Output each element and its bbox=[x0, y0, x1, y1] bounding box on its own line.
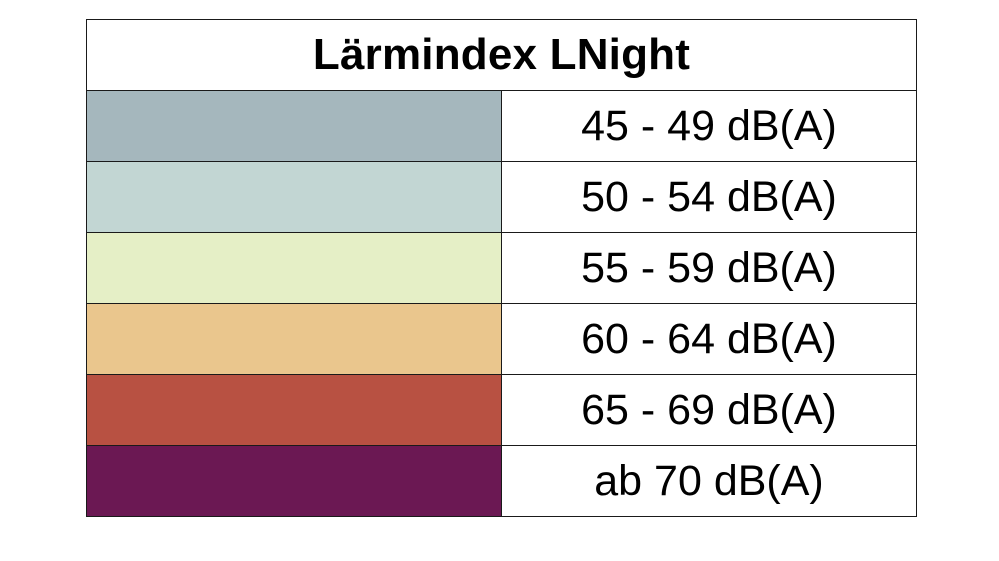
color-swatch bbox=[86, 303, 502, 375]
legend-row: ab 70 dB(A) bbox=[86, 445, 917, 517]
legend-row: 65 - 69 dB(A) bbox=[86, 374, 917, 446]
legend-row-label: 45 - 49 dB(A) bbox=[501, 90, 917, 162]
legend-row: 45 - 49 dB(A) bbox=[86, 90, 917, 162]
color-swatch bbox=[86, 445, 502, 517]
legend-row: 55 - 59 dB(A) bbox=[86, 232, 917, 304]
legend-row-label: 65 - 69 dB(A) bbox=[501, 374, 917, 446]
legend-row-label: 60 - 64 dB(A) bbox=[501, 303, 917, 375]
legend-header-row: Lärmindex LNight bbox=[86, 19, 917, 91]
legend-row-label: 50 - 54 dB(A) bbox=[501, 161, 917, 233]
legend-row: 50 - 54 dB(A) bbox=[86, 161, 917, 233]
color-swatch bbox=[86, 232, 502, 304]
legend-row-label: 55 - 59 dB(A) bbox=[501, 232, 917, 304]
legend-row: 60 - 64 dB(A) bbox=[86, 303, 917, 375]
color-swatch bbox=[86, 161, 502, 233]
color-swatch bbox=[86, 374, 502, 446]
legend-row-label: ab 70 dB(A) bbox=[501, 445, 917, 517]
color-swatch bbox=[86, 90, 502, 162]
legend-title: Lärmindex LNight bbox=[86, 19, 917, 91]
noise-legend-table: Lärmindex LNight 45 - 49 dB(A) 50 - 54 d… bbox=[86, 19, 917, 517]
